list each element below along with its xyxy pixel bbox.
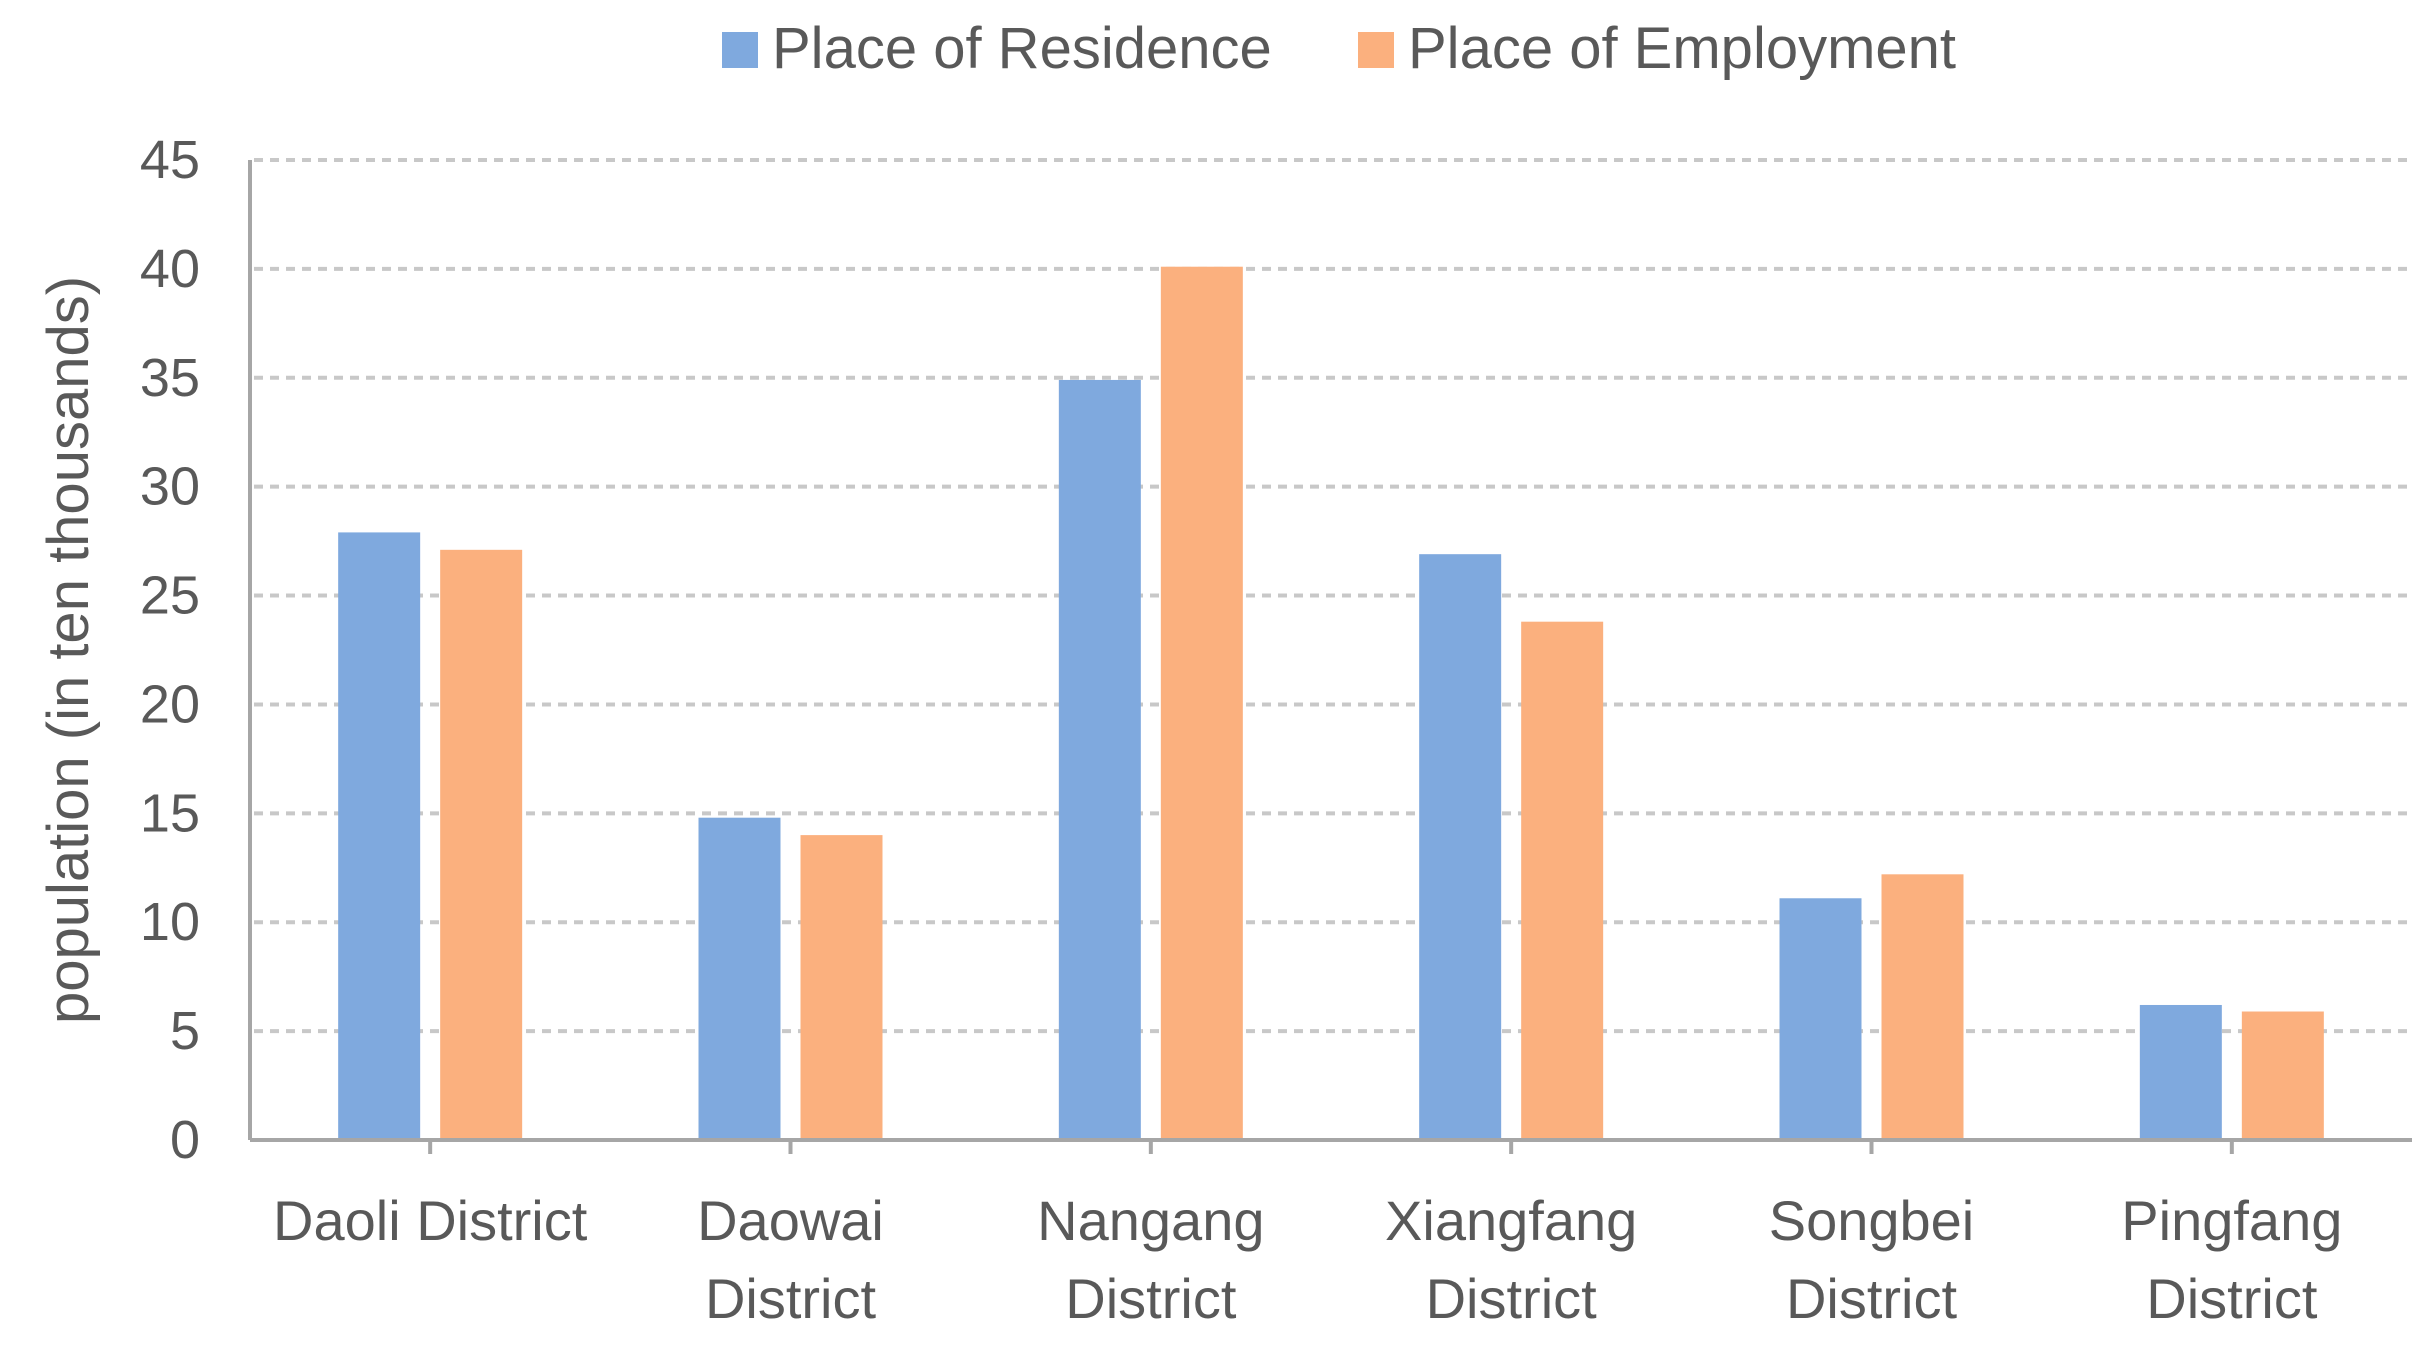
x-category-label: District [2146,1267,2318,1330]
bar-employment [2241,1011,2324,1140]
y-tick-label: 40 [140,239,200,299]
x-category-label: Songbei [1769,1189,1975,1252]
legend-swatch [1358,32,1394,68]
x-category-label: Daoli District [273,1189,588,1252]
bar-employment [440,549,523,1140]
y-tick-label: 5 [170,1001,200,1061]
y-tick-label: 0 [170,1110,200,1170]
y-tick-label: 45 [140,130,200,190]
bar-employment [1160,266,1243,1140]
x-category-label: Pingfang [2121,1189,2342,1252]
axes [248,160,2412,1154]
y-tick-label: 15 [140,783,200,843]
x-category-label: Xiangfang [1385,1189,1637,1252]
bar-residence [338,532,421,1140]
x-axis-labels: Daoli District Daowai District Nangang Distr… [273,1189,2342,1330]
y-axis-ticks: 0 5 10 15 20 25 30 35 40 45 [140,130,200,1170]
y-axis-title: population (in ten thousands) [36,276,101,1024]
x-category-label: District [1426,1267,1598,1330]
legend: Place of Residence Place of Employment [722,16,1956,81]
y-tick-label: 10 [140,892,200,952]
x-category-label: District [1786,1267,1958,1330]
x-category-label: Nangang [1037,1189,1264,1252]
bar-residence [1058,379,1141,1140]
bar-residence [2139,1004,2222,1140]
bars [338,266,2324,1140]
legend-swatch [722,32,758,68]
x-category-label: District [1065,1267,1237,1330]
bar-residence [698,817,781,1140]
x-category-label: District [705,1267,877,1330]
bar-residence [1419,554,1502,1140]
bar-employment [1521,621,1604,1140]
y-tick-label: 30 [140,457,200,517]
bar-residence [1779,898,1862,1140]
gridlines [254,158,2412,1034]
bar-employment [800,835,883,1140]
legend-label: Place of Residence [772,16,1272,81]
y-tick-label: 35 [140,348,200,408]
y-tick-label: 20 [140,674,200,734]
x-category-label: Daowai [697,1189,884,1252]
legend-label: Place of Employment [1408,16,1956,81]
y-tick-label: 25 [140,566,200,626]
bar-employment [1881,874,1964,1140]
